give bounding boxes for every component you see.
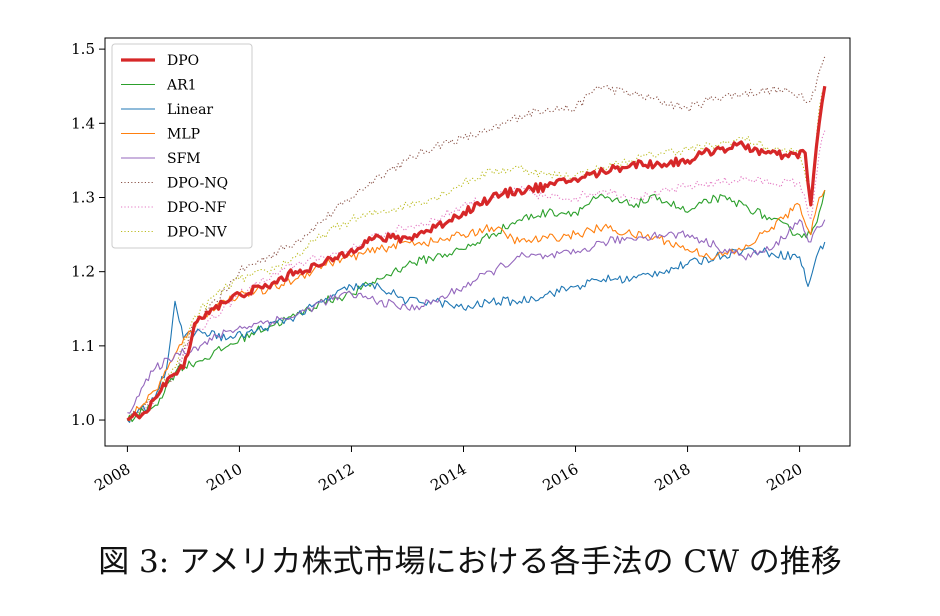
plot-frame	[104, 37, 851, 447]
x-tick-label: 2020	[764, 460, 806, 495]
legend-label-ar1: AR1	[166, 78, 197, 94]
x-tick-label: 2008	[91, 460, 133, 495]
legend-label-linear: Linear	[167, 102, 213, 118]
x-tick-label: 2014	[427, 460, 469, 495]
series-line-ar1	[126, 189, 826, 423]
x-axis: 2008 2010 2012 2014 2016 2018 2020	[91, 446, 806, 495]
y-tick-label: 1.2	[71, 263, 95, 281]
series-line-linear	[126, 241, 826, 423]
legend-label-dpo-nq: DPO-NQ	[167, 176, 228, 192]
series-line-dpo	[126, 85, 827, 422]
y-tick-label: 1.0	[71, 411, 95, 429]
x-tick-label: 2018	[651, 460, 693, 495]
x-tick-label: 2016	[539, 460, 581, 495]
legend-label-sfm: SFM	[167, 151, 201, 167]
line-chart: 2008 2010 2012 2014 2016 2018 2020 1.01.11.21.…	[71, 37, 851, 495]
y-tick-label: 1.3	[71, 188, 95, 206]
series-line-dpo-nf	[126, 130, 826, 421]
y-tick-label: 1.1	[71, 337, 95, 355]
series-line-sfm	[127, 219, 826, 414]
legend-label-dpo: DPO	[167, 53, 199, 69]
series-line-dpo-nq	[127, 56, 826, 423]
figure-caption: 図 3: アメリカ株式市場における各手法の CW の推移	[98, 544, 842, 580]
legend-label-dpo-nf: DPO-NF	[167, 200, 227, 216]
series-line-dpo-nv	[126, 85, 826, 421]
legend: DPO AR1 Linear MLP SFM DPO-NQ DPO-NF DPO-NV	[111, 43, 253, 249]
x-tick-label: 2012	[315, 460, 357, 495]
legend-label-dpo-nv: DPO-NV	[167, 225, 228, 241]
series-line-mlp	[127, 189, 826, 422]
y-tick-label: 1.4	[71, 114, 95, 132]
legend-box	[111, 43, 253, 249]
y-axis: 1.0 1.1 1.2 1.3 1.4 1.5	[71, 40, 105, 429]
legend-label-mlp: MLP	[167, 127, 200, 143]
series-layer	[126, 56, 827, 423]
x-tick-label: 2010	[203, 460, 245, 495]
y-tick-label: 1.5	[71, 40, 95, 58]
